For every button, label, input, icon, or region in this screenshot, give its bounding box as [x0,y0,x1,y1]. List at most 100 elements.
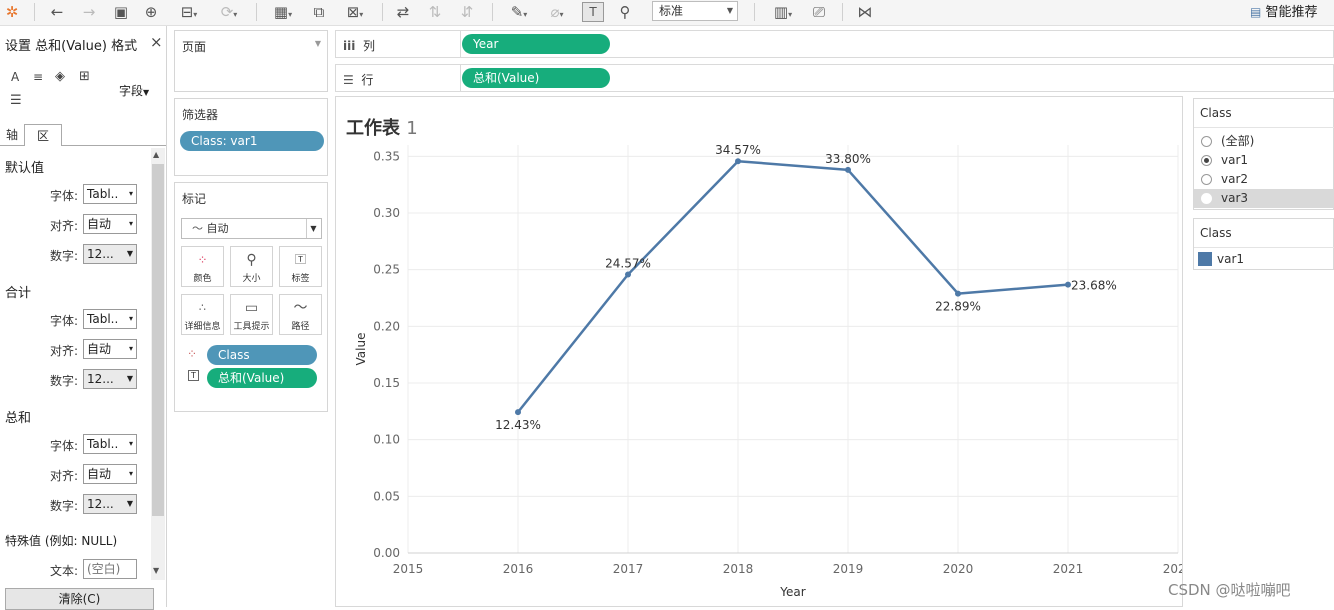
pages-card-title: 页面 [182,40,207,54]
font-tab-icon[interactable]: A [11,70,20,84]
font-select[interactable]: Tabl.. ▾ [83,309,137,329]
filter-option-var1[interactable]: var1 [1194,151,1334,170]
number-select[interactable]: 12... ▼ [83,369,137,389]
duplicate-sheet-icon[interactable]: ⧉ [313,3,325,21]
data-point [1065,281,1071,288]
show-me-button[interactable]: ▤ 智能推荐 [1250,3,1318,22]
mark-type-value: 自动 [206,222,229,235]
chevron-down-icon[interactable]: ▼ [314,39,321,48]
y-tick-label: 0.10 [373,433,400,447]
alignment-select-value: 自动 [87,217,112,231]
save-icon[interactable]: ▣ [113,3,129,21]
rows-pill-sum-value[interactable]: 总和(Value) [462,68,610,88]
number-select[interactable]: 12... ▼ [83,244,137,264]
lines-tab-icon[interactable]: ☰ [10,93,22,108]
alignment-tab-icon[interactable]: ≡ [33,70,44,84]
pause-update-icon[interactable]: ⊟▾ [180,3,198,21]
size-button[interactable]: ⚲ 大小 [230,246,273,287]
tab-pane[interactable]: 区 [24,124,62,146]
toolbar-divider [754,3,755,21]
number-select-value: 12... [87,497,114,511]
scroll-down-icon[interactable]: ▼ [153,566,160,575]
scrollbar[interactable]: ▲ ▼ [151,148,165,580]
new-worksheet-icon[interactable]: ▦▾ [273,3,293,21]
legend-item-label[interactable]: var1 [1217,252,1245,266]
filters-card[interactable]: 筛选器 Class: var1 [174,98,328,176]
field-dropdown[interactable]: 字段▼ [119,82,149,99]
show-cards-icon[interactable]: ▥▾ [773,3,793,21]
fix-axes-icon[interactable]: ⚲ [619,3,631,21]
toolbar-divider [382,3,383,21]
refresh-icon[interactable]: ⟳▾ [220,3,238,21]
label-button[interactable]: 🅃 标签 [279,246,322,287]
columns-shelf[interactable]: iii 列 Year [335,30,1334,58]
tooltip-icon: ▭ [244,300,259,316]
tableau-logo-icon[interactable]: ✲ [5,3,19,21]
detail-button[interactable]: ∴ 详细信息 [181,294,224,335]
show-mark-labels-icon[interactable]: T [582,2,604,22]
share-icon[interactable]: ⋈ [857,3,873,21]
filter-option-all[interactable]: (全部) [1194,132,1334,151]
color-pill-class[interactable]: Class [207,345,317,365]
filter-pill-class[interactable]: Class: var1 [180,131,324,151]
shading-tab-icon[interactable]: ◈ [55,69,65,84]
sort-ascending-icon[interactable]: ⇅ [428,3,442,21]
toolbar-divider [842,3,843,21]
section-title-default: 默认值 [5,161,45,176]
swap-rows-columns-icon[interactable]: ⇄ [396,3,410,21]
clear-sheet-icon[interactable]: ⊠▾ [346,3,364,21]
close-icon[interactable]: × [150,33,163,51]
legend-swatch[interactable] [1198,252,1212,266]
tooltip-button[interactable]: ▭ 工具提示 [230,294,273,335]
view-mode-select[interactable]: 标准 ▼ [652,1,738,21]
columns-pill-year[interactable]: Year [462,34,610,54]
alignment-select[interactable]: 自动 ▾ [83,339,137,359]
number-select[interactable]: 12... ▼ [83,494,137,514]
alignment-select[interactable]: 自动 ▾ [83,464,137,484]
format-pane: 设置 总和(Value) 格式 × A ≡ ◈ ⊞ ☰ 字段▼ 轴 区 ▲ ▼ … [0,26,167,610]
font-select-value: Tabl.. [87,187,119,201]
label-pill-sum-value[interactable]: 总和(Value) [207,368,317,388]
path-button-label: 路径 [291,322,310,332]
chevron-down-icon: ▾ [128,469,133,478]
label-icon: 🅃 [295,253,306,266]
presentation-mode-icon[interactable]: ⎚ [812,3,825,21]
redo-icon[interactable]: → [82,3,96,21]
path-icon: 〜 [293,300,308,316]
view-mode-value: 标准 [659,4,684,18]
tab-axis[interactable]: 轴 [0,124,24,146]
alignment-select-value: 自动 [87,342,112,356]
x-tick-label: 2016 [503,562,534,576]
color-legend-title: Class [1200,226,1232,240]
class-filter-legend: Class (全部) var1 var2 var3 [1193,98,1334,210]
group-members-icon[interactable]: ⌀▾ [550,3,564,21]
pages-card[interactable]: 页面 ▼ [174,30,328,92]
data-point [515,409,521,416]
font-select[interactable]: Tabl.. ▾ [83,184,137,204]
color-icon: ⁘ [197,253,208,267]
alignment-select[interactable]: 自动 ▾ [83,214,137,234]
data-label: 22.89% [935,300,981,314]
rows-shelf[interactable]: ☰ 行 总和(Value) [335,64,1334,92]
section-title-grand-totals: 总和 [5,411,32,426]
color-button[interactable]: ⁘ 颜色 [181,246,224,287]
special-value-text-input[interactable] [83,559,137,579]
mark-type-select[interactable]: 〜 自动 ▼ [181,218,322,239]
sort-descending-icon[interactable]: ⇵ [460,3,474,21]
undo-icon[interactable]: ← [50,3,64,21]
scroll-up-icon[interactable]: ▲ [153,150,160,159]
filter-option-var3[interactable]: var3 [1194,189,1334,208]
filter-option-var2[interactable]: var2 [1194,170,1334,189]
scrollbar-thumb[interactable] [152,164,164,516]
x-tick-label: 2022 [1163,562,1182,576]
path-button[interactable]: 〜路径 [279,294,322,335]
color-legend: Class var1 [1193,218,1334,270]
x-tick-label: 2017 [613,562,644,576]
borders-tab-icon[interactable]: ⊞ [79,69,90,84]
highlight-icon[interactable]: ✎▾ [510,3,528,21]
series-line [517,159,1069,413]
font-select[interactable]: Tabl.. ▾ [83,434,137,454]
number-label: 数字: [50,374,79,388]
chevron-down-icon: ▾ [128,189,133,198]
new-datasource-icon[interactable]: ⊕ [144,3,158,21]
